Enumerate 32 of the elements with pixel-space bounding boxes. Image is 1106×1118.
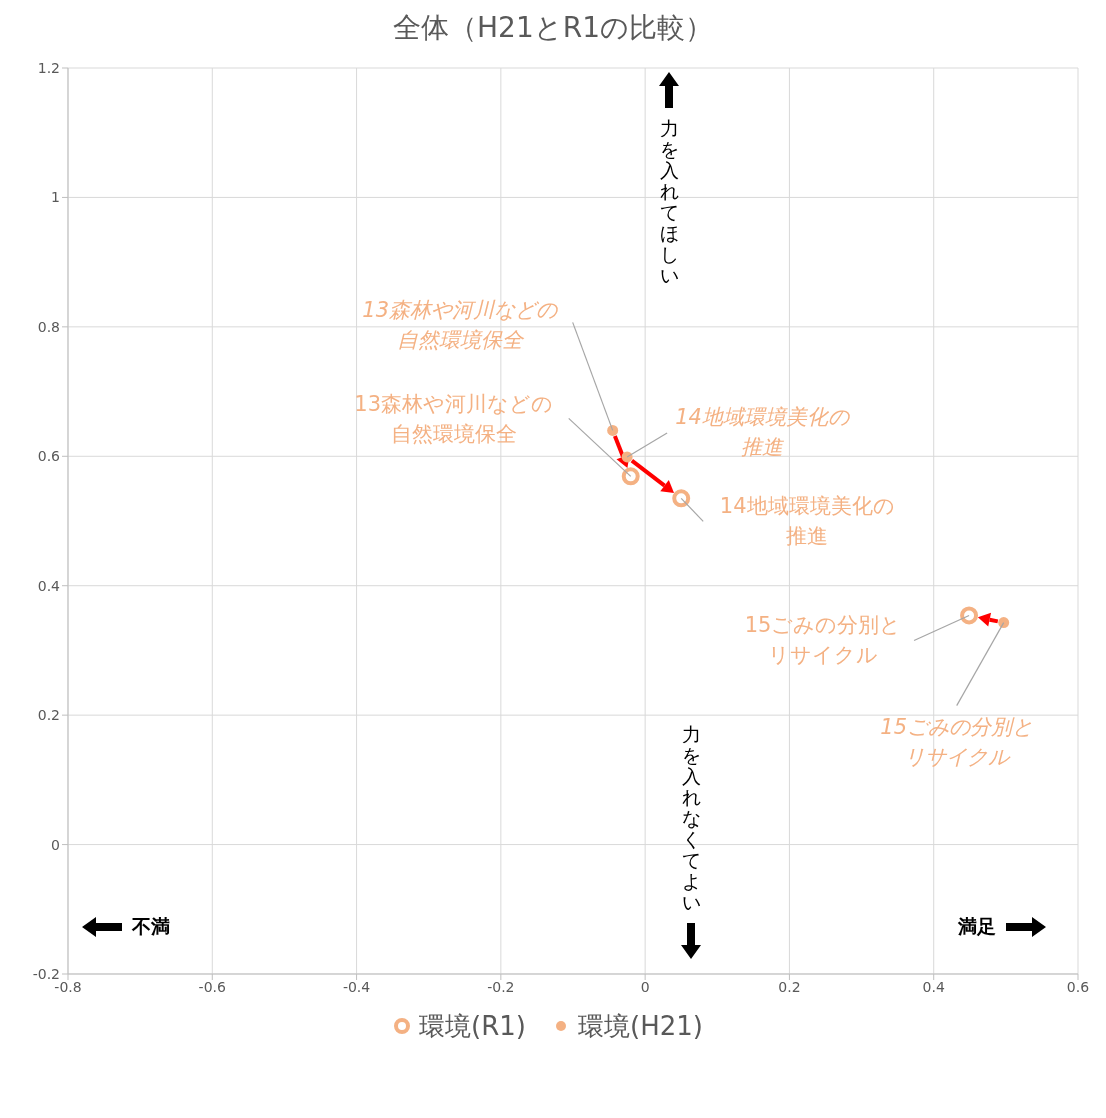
- point: [998, 617, 1010, 629]
- annotation: 不満: [132, 914, 170, 939]
- point: [621, 467, 640, 486]
- annotation: 13森林や河川などの自然環境保全: [354, 392, 554, 447]
- x-tick-label: -0.6: [198, 978, 227, 995]
- point: [960, 606, 979, 625]
- text: 力を入れなくてよい: [681, 723, 701, 913]
- annotation: 満足: [958, 914, 996, 939]
- point: [607, 424, 619, 436]
- annotation: 力を入れてほしい: [659, 117, 679, 286]
- annotation: 14地域環境美化の推進: [719, 494, 895, 549]
- annotation: 15ごみの分別とリサイクル: [880, 714, 1034, 769]
- point: [672, 489, 691, 508]
- x-tick-label: 0: [640, 978, 650, 995]
- y-tick-label: 1.2: [37, 59, 60, 76]
- x-tick-label: 0.6: [1066, 978, 1090, 995]
- legend-label: 環境(R1): [418, 1009, 526, 1043]
- y-tick-label: 0: [51, 836, 60, 853]
- annotation: 14地域環境美化の推進: [675, 404, 851, 459]
- x-tick-label: -0.2: [487, 978, 515, 995]
- x-tick-label: 0.2: [778, 978, 801, 995]
- legend-label: 環境(H21): [577, 1009, 703, 1043]
- y-tick-label: 1: [51, 189, 60, 206]
- y-tick-label: 0.6: [37, 448, 61, 465]
- annotation: 15ごみの分別とリサイクル: [744, 613, 902, 668]
- chart-title: 全体（H21とR1の比較）: [392, 10, 714, 46]
- x-tick-label: 0.4: [922, 978, 945, 995]
- x-tick-label: -0.4: [342, 978, 371, 995]
- y-tick-label: 0.2: [37, 707, 60, 724]
- annotation: 13森林や河川などの自然環境保全: [362, 298, 560, 353]
- y-tick-label: 0.4: [37, 577, 61, 594]
- y-tick-label: 0.8: [37, 318, 60, 335]
